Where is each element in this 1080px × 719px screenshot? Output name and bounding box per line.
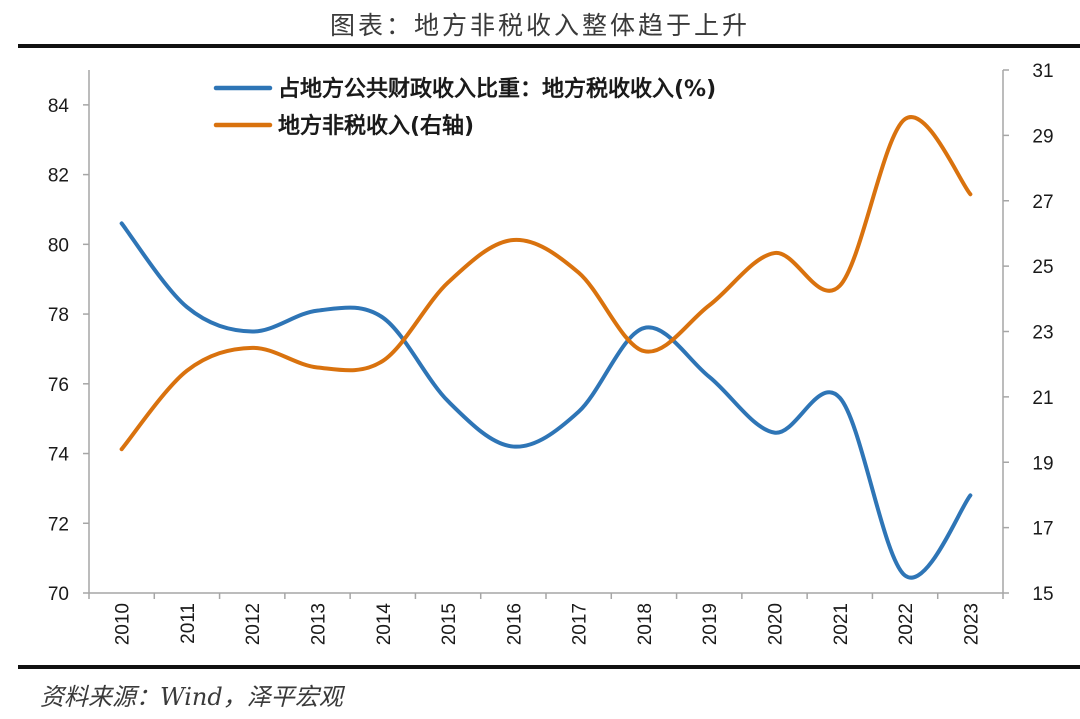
x-tick-label: 2023 [961,603,982,645]
left-tick-label: 84 [48,96,70,117]
right-tick-label: 17 [1032,519,1053,540]
chart-title: 图表：地方非税收入整体趋于上升 [329,11,750,40]
series-line-2 [119,115,973,452]
legend-label-2: 地方非税收入(右轴) [278,113,474,139]
legend-label-1: 占地方公共财政收入比重：地方税收收入(%) [278,76,716,102]
right-tick-label: 29 [1032,126,1053,147]
right-tick-label: 15 [1032,584,1053,605]
x-tick-label: 2016 [504,603,525,645]
left-tick-label: 72 [48,514,69,535]
right-tick-label: 25 [1032,257,1053,278]
left-tick-label: 78 [48,305,69,326]
bottom-rule [18,665,1080,669]
x-tick-label: 2013 [309,603,330,645]
right-tick-label: 19 [1032,453,1053,474]
left-tick-label: 80 [48,235,69,256]
x-tick-label: 2015 [439,603,460,645]
x-tick-label: 2020 [766,603,787,645]
left-tick-label: 70 [48,584,69,605]
x-tick-label: 2010 [113,603,134,645]
left-tick-label: 82 [48,166,69,187]
x-tick-label: 2019 [700,603,721,645]
right-tick-label: 21 [1032,388,1053,409]
top-rule [18,44,1080,48]
left-tick-label: 74 [48,445,70,466]
series-line-1 [119,221,973,580]
x-tick-label: 2022 [896,603,917,645]
x-tick-label: 2018 [635,603,656,645]
right-tick-label: 27 [1032,192,1053,213]
x-tick-label: 2012 [243,603,264,645]
right-tick-label: 31 [1032,61,1053,82]
x-tick-label: 2014 [374,603,395,646]
source-note: 资料来源：Wind，泽平宏观 [40,683,343,711]
x-tick-label: 2011 [178,603,199,644]
x-tick-label: 2021 [831,603,852,645]
right-tick-label: 23 [1032,323,1053,344]
x-tick-label: 2017 [570,603,591,645]
left-tick-label: 76 [48,375,69,396]
